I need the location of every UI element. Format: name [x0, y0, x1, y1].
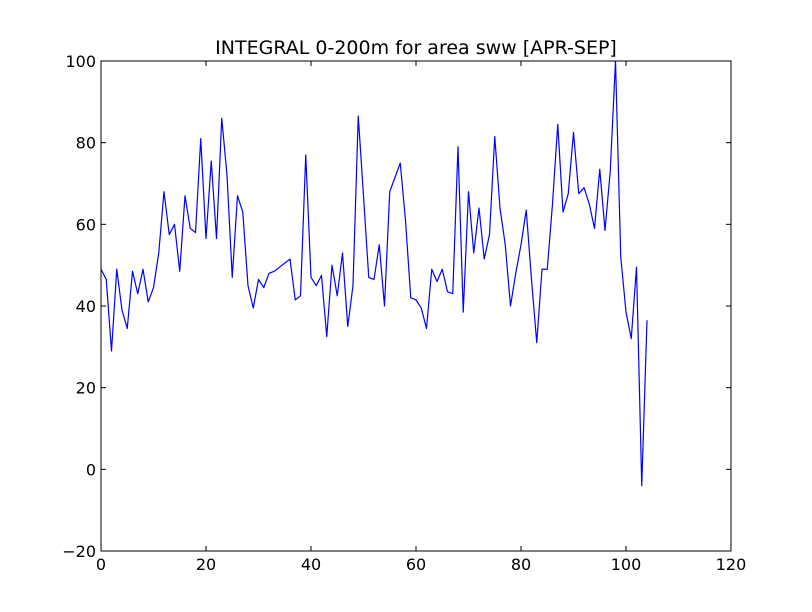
x-tick-label: 60 [406, 555, 426, 574]
y-tick-label: 80 [76, 134, 96, 153]
plot-area [101, 61, 648, 487]
y-tick-label: 20 [76, 379, 96, 398]
x-tick-label: 0 [96, 555, 106, 574]
axes-frame [100, 60, 732, 552]
y-tick-label: 40 [76, 297, 96, 316]
y-tick-label: 100 [65, 52, 96, 71]
x-tick-label: 20 [196, 555, 216, 574]
chart-title: INTEGRAL 0-200m for area sww [APR-SEP] [215, 37, 617, 59]
x-tick-label: 120 [716, 555, 747, 574]
y-tick-label: −20 [62, 542, 96, 561]
x-tick-label: 100 [611, 555, 642, 574]
series-line-1 [101, 61, 648, 487]
y-tick-label: 0 [86, 460, 96, 479]
y-tick-label: 60 [76, 215, 96, 234]
x-tick-label: 80 [511, 555, 531, 574]
x-tick-label: 40 [301, 555, 321, 574]
